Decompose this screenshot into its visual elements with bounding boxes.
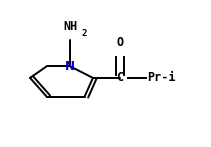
Text: Pr-i: Pr-i	[147, 71, 176, 84]
Text: 2: 2	[81, 29, 87, 38]
Text: C: C	[117, 71, 124, 84]
Text: NH: NH	[64, 20, 78, 33]
Text: N: N	[65, 60, 75, 73]
Text: O: O	[117, 36, 124, 49]
